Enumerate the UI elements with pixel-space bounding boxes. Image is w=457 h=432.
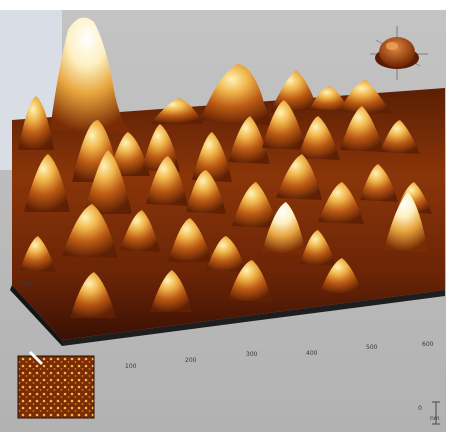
- peak: [146, 156, 188, 206]
- peak: [20, 236, 56, 272]
- peak: [298, 116, 340, 160]
- peak: [228, 116, 270, 164]
- peak: [228, 260, 272, 302]
- x-tick-label: 200: [185, 357, 197, 364]
- x-tick-label: 400: [306, 350, 318, 357]
- x-tick-label: 100: [125, 363, 137, 370]
- peak: [384, 192, 428, 252]
- peak: [24, 154, 70, 212]
- peak: [262, 100, 306, 150]
- peak: [84, 150, 132, 214]
- peak: [186, 170, 226, 214]
- peak: [360, 164, 398, 202]
- peak: [150, 270, 192, 312]
- peak: [200, 64, 276, 126]
- peak: [120, 210, 160, 252]
- peak: [62, 204, 118, 258]
- peak-max: [50, 17, 132, 134]
- axis-labels: 100 200 300 400 500 600 200 0 nm: [20, 281, 440, 422]
- y-tick-label: 200: [20, 281, 32, 288]
- topography-surface: [10, 17, 445, 346]
- small-label: 0: [418, 405, 422, 412]
- peak: [70, 272, 116, 318]
- peak: [380, 120, 420, 154]
- orientation-gizmo-icon: [370, 26, 428, 80]
- scale-marker: [432, 401, 440, 425]
- peak: [340, 80, 392, 114]
- peak: [192, 132, 232, 182]
- peak: [310, 86, 350, 112]
- right-margin: [446, 0, 457, 432]
- peak: [150, 98, 204, 124]
- x-tick-label: 500: [366, 344, 378, 351]
- x-tick-label: 300: [246, 351, 258, 358]
- x-tick-label: 600: [422, 341, 434, 348]
- peak: [340, 106, 384, 152]
- small-label: nm: [430, 415, 440, 422]
- peak: [232, 182, 278, 228]
- light-panel-top: [0, 0, 457, 10]
- peak: [320, 258, 362, 294]
- peak: [262, 202, 306, 254]
- peak: [318, 182, 364, 224]
- peak: [276, 154, 322, 200]
- peak: [18, 96, 54, 150]
- peak: [270, 70, 318, 112]
- peak: [206, 236, 246, 272]
- peak: [300, 230, 336, 266]
- peak: [168, 218, 212, 262]
- topography-thumbnail: [17, 350, 95, 419]
- peak: [108, 132, 150, 176]
